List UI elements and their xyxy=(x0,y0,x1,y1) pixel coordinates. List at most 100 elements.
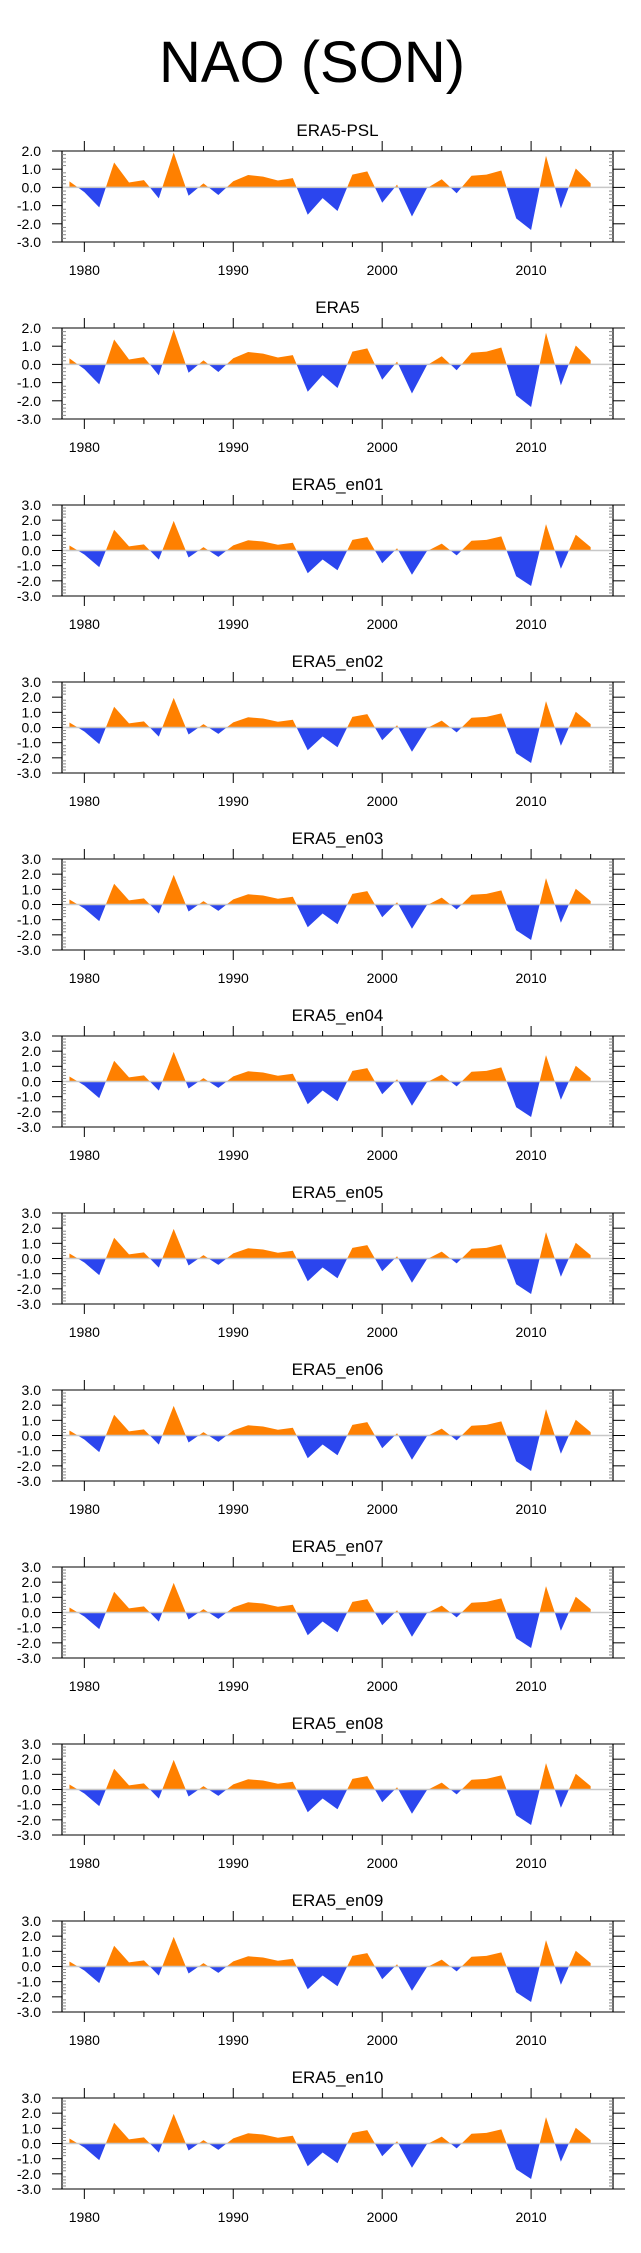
panel-title: ERA5_en06 xyxy=(292,1360,384,1379)
negative-area xyxy=(149,727,163,737)
y-tick-label: 1.0 xyxy=(22,161,42,177)
positive-area xyxy=(105,706,150,728)
y-tick-label: -2.0 xyxy=(17,573,41,589)
negative-area xyxy=(185,904,199,912)
positive-area xyxy=(461,1421,507,1436)
positive-area xyxy=(539,1232,555,1259)
y-tick-label: 1.0 xyxy=(22,2120,42,2136)
positive-area xyxy=(226,352,297,365)
y-tick-label: -3.0 xyxy=(17,2004,41,2020)
positive-area xyxy=(69,1430,78,1436)
positive-area xyxy=(539,2117,555,2144)
y-tick-label: 2.0 xyxy=(22,866,42,882)
negative-area xyxy=(185,1789,199,1797)
positive-area xyxy=(347,1245,375,1259)
y-tick-label: 0.0 xyxy=(22,1428,42,1444)
x-tick-label: 1980 xyxy=(69,262,100,278)
y-tick-label: -2.0 xyxy=(17,927,41,943)
panel-era5-en07: ERA5_en07 1980 1990 2000 2010 3.02.01.00.0-1.… xyxy=(17,1537,625,1694)
panel-title: ERA5_en08 xyxy=(292,1714,384,1733)
positive-area xyxy=(428,2136,451,2144)
positive-area xyxy=(347,891,375,905)
positive-area xyxy=(162,1582,186,1613)
positive-area xyxy=(428,720,451,728)
positive-area xyxy=(461,713,507,728)
y-tick-label: -3.0 xyxy=(17,1296,41,1312)
y-tick-label: -1.0 xyxy=(17,1266,41,1282)
y-tick-label: -1.0 xyxy=(17,912,41,928)
positive-area xyxy=(162,874,186,905)
y-tick-label: 0.0 xyxy=(22,1251,42,1267)
panel-title: ERA5_en04 xyxy=(292,1006,384,1025)
y-tick-label: -3.0 xyxy=(17,942,41,958)
x-tick-label: 2010 xyxy=(516,793,547,809)
positive-area xyxy=(162,1405,186,1436)
y-tick-label: -2.0 xyxy=(17,393,41,409)
positive-area xyxy=(568,1065,591,1082)
negative-area xyxy=(77,1612,106,1630)
x-tick-label: 2010 xyxy=(516,262,547,278)
positive-area xyxy=(461,1952,507,1967)
y-tick-label: 1.0 xyxy=(22,338,42,354)
x-tick-label: 2010 xyxy=(516,616,547,632)
positive-area xyxy=(105,1945,150,1967)
positive-area xyxy=(539,524,555,551)
positive-area xyxy=(226,1779,297,1790)
positive-area xyxy=(198,1786,209,1790)
y-tick-label: -3.0 xyxy=(17,765,41,781)
x-tick-label: 2010 xyxy=(516,2209,547,2225)
y-tick-label: -2.0 xyxy=(17,1458,41,1474)
y-tick-label: 1.0 xyxy=(22,1943,42,1959)
y-tick-label: 3.0 xyxy=(22,1736,42,1752)
negative-area xyxy=(208,1435,227,1442)
negative-area xyxy=(374,1258,395,1272)
x-tick-label: 2010 xyxy=(516,970,547,986)
x-tick-label: 1980 xyxy=(69,616,100,632)
x-tick-label: 2000 xyxy=(367,2032,398,2048)
negative-area xyxy=(185,364,199,373)
y-tick-label: 0.0 xyxy=(22,720,42,736)
negative-area xyxy=(506,1081,540,1117)
y-tick-label: 1.0 xyxy=(22,881,42,897)
y-tick-label: 2.0 xyxy=(22,1928,42,1944)
y-tick-label: 0.0 xyxy=(22,1782,42,1798)
y-tick-label: 3.0 xyxy=(22,674,42,690)
x-tick-label: 1980 xyxy=(69,1855,100,1871)
x-tick-label: 2010 xyxy=(516,1324,547,1340)
positive-area xyxy=(461,1775,507,1790)
negative-area xyxy=(450,187,462,194)
negative-area xyxy=(398,2143,429,2168)
panel-title: ERA5-PSL xyxy=(296,121,378,140)
negative-area xyxy=(374,2143,395,2157)
negative-area xyxy=(208,364,227,373)
negative-area xyxy=(450,904,462,910)
x-tick-label: 1980 xyxy=(69,970,100,986)
negative-area xyxy=(506,550,540,586)
y-tick-label: -1.0 xyxy=(17,375,41,391)
negative-area xyxy=(554,1435,569,1454)
positive-area xyxy=(568,168,591,188)
positive-area xyxy=(428,1251,451,1259)
positive-area xyxy=(568,1950,591,1967)
positive-area xyxy=(198,1078,209,1082)
positive-area xyxy=(162,2113,186,2144)
y-tick-label: 0.0 xyxy=(22,1074,42,1090)
positive-area xyxy=(539,1586,555,1613)
y-tick-label: -3.0 xyxy=(17,1473,41,1489)
y-tick-label: 2.0 xyxy=(22,689,42,705)
negative-area xyxy=(208,727,227,734)
negative-area xyxy=(185,550,199,558)
negative-area xyxy=(374,1966,395,1980)
y-tick-label: 1.0 xyxy=(22,704,42,720)
positive-area xyxy=(226,1071,297,1082)
negative-area xyxy=(374,364,395,380)
positive-area xyxy=(347,1953,375,1967)
negative-area xyxy=(185,1612,199,1620)
x-tick-label: 1980 xyxy=(69,1147,100,1163)
positive-area xyxy=(162,1759,186,1790)
negative-area xyxy=(77,727,106,745)
positive-area xyxy=(69,1961,78,1967)
y-tick-label: 1.0 xyxy=(22,1589,42,1605)
negative-area xyxy=(77,1258,106,1276)
y-tick-label: 1.0 xyxy=(22,1235,42,1251)
